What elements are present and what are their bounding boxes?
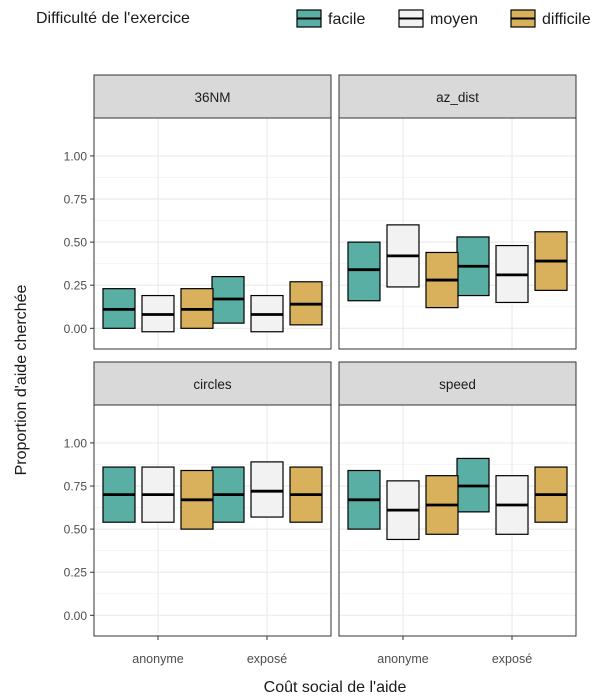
crossbar-moyen-expos (495, 244, 529, 304)
x-axis-title: Coût social de l'aide (264, 679, 407, 696)
facet-strip (93, 361, 332, 406)
x-tick-label: exposé (247, 652, 287, 666)
legend-label-moyen: moyen (430, 11, 478, 28)
y-tick-label: 1.00 (64, 149, 88, 163)
legend: Difficulté de l'exercice facile moyen diffi… (36, 9, 591, 28)
y-tick-label: 0.75 (64, 480, 88, 494)
panel-border (93, 117, 332, 350)
y-tick-label: 0.00 (64, 609, 88, 623)
legend-title: Difficulté de l'exercice (36, 10, 190, 27)
crossbar-facile-expos (456, 457, 490, 513)
facet-panel-az-dist: az_dist (338, 74, 577, 350)
panel-border (338, 117, 577, 350)
crossbar-facile-anonyme (102, 466, 136, 523)
crossbar-difficile-anonyme (425, 475, 459, 535)
crossbar-facile-anonyme (347, 469, 381, 530)
crossbar-moyen-anonyme (141, 466, 175, 523)
chart-axes: Coût social de l'aide Proportion d'aide c… (13, 285, 406, 696)
legend-item-difficile: difficile (510, 9, 591, 28)
y-tick-label: 0.50 (64, 523, 88, 537)
crossbar-difficile-anonyme (425, 251, 459, 309)
panel-border (93, 404, 332, 637)
facet-strip (93, 74, 332, 119)
crossbar-box (250, 461, 284, 518)
y-tick-label: 0.25 (64, 566, 88, 580)
facet-panel-36nm: 36NM 0.00 0.25 0.50 0.75 1.00 (64, 74, 332, 350)
crossbar-facile-expos (211, 275, 245, 324)
facet-strip (338, 74, 577, 119)
facet-title: speed (439, 377, 476, 392)
crossbar-difficile-expos (289, 466, 323, 523)
crossbar-moyen-anonyme (386, 224, 420, 288)
x-tick-label: anonyme (377, 652, 428, 666)
y-tick-label: 0.25 (64, 279, 88, 293)
legend-item-facile: facile (296, 9, 365, 28)
crossbar-moyen-expos (495, 475, 529, 535)
y-tick-label: 0.50 (64, 236, 88, 250)
y-tick-label: 1.00 (64, 436, 88, 450)
x-tick-label: anonyme (132, 652, 183, 666)
crossbar-moyen-anonyme (386, 480, 420, 541)
crossbar-moyen-expos (250, 294, 284, 333)
crossbar-difficile-expos (534, 231, 568, 291)
crossbar-difficile-anonyme (180, 288, 214, 329)
crossbar-difficile-expos (534, 466, 568, 523)
crossbar-box (347, 241, 381, 302)
legend-label-difficile: difficile (542, 11, 591, 28)
crossbar-difficile-expos (289, 281, 323, 326)
crossbar-facile-anonyme (102, 288, 136, 329)
facet-title: 36NM (194, 90, 230, 105)
legend-item-moyen: moyen (398, 9, 478, 28)
crossbar-difficile-anonyme (180, 469, 214, 530)
crossbar-facile-expos (211, 466, 245, 523)
facet-title: circles (193, 377, 232, 392)
facet-panel-circles: circles 0.00 0.25 0.50 0.75 1.00 anonyme exposé (64, 361, 332, 666)
crossbar-facile-anonyme (347, 241, 381, 302)
crossbar-moyen-anonyme (141, 294, 175, 333)
y-axis-title: Proportion d'aide cherchée (13, 285, 30, 476)
facet-title: az_dist (436, 90, 479, 105)
legend-label-facile: facile (328, 11, 365, 28)
x-tick-label: exposé (492, 652, 532, 666)
facet-panel-speed: speed anonyme exposé (338, 361, 577, 666)
crossbar-facile-expos (456, 236, 490, 297)
panel-border (338, 404, 577, 637)
y-tick-label: 0.00 (64, 322, 88, 336)
facet-strip (338, 361, 577, 406)
crossbar-moyen-expos (250, 461, 284, 518)
y-tick-label: 0.75 (64, 193, 88, 207)
